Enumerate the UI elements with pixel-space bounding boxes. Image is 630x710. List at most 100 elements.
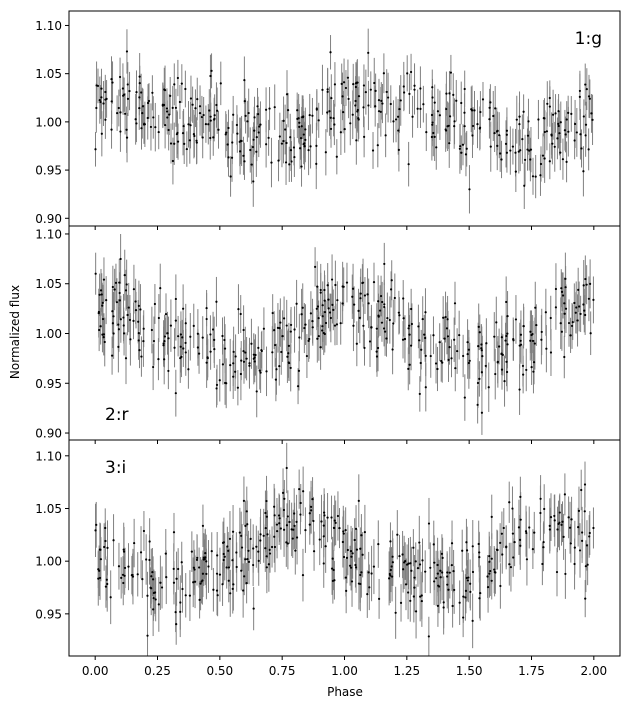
data-point — [134, 300, 137, 303]
data-point — [111, 310, 114, 313]
data-point — [398, 554, 401, 558]
data-point — [235, 123, 238, 127]
data-point — [229, 592, 232, 595]
data-point — [425, 131, 428, 134]
data-point — [446, 335, 450, 338]
data-point — [195, 139, 198, 142]
data-point — [414, 610, 418, 613]
data-point — [326, 90, 329, 93]
data-point — [563, 355, 566, 359]
data-point — [561, 520, 564, 523]
data-point — [245, 357, 248, 360]
data-point — [301, 306, 304, 309]
data-point — [496, 144, 499, 148]
data-point — [104, 526, 107, 530]
data-point — [280, 142, 284, 145]
data-point — [177, 335, 180, 338]
data-point — [374, 89, 377, 92]
data-point — [419, 595, 422, 598]
data-point — [139, 551, 143, 554]
data-point — [274, 378, 277, 381]
data-point — [458, 601, 461, 604]
data-point — [234, 355, 237, 358]
data-point — [357, 95, 361, 98]
data-point — [169, 142, 173, 145]
data-point — [271, 351, 274, 354]
data-point — [105, 299, 108, 302]
data-point — [354, 104, 357, 107]
data-point — [180, 82, 183, 85]
data-point — [192, 324, 195, 327]
data-point — [112, 539, 115, 542]
data-point — [184, 594, 187, 597]
data-point — [500, 532, 504, 535]
data-point — [246, 120, 249, 123]
data-point — [172, 581, 176, 584]
data-point — [570, 112, 573, 116]
data-point — [161, 104, 164, 107]
data-point — [469, 590, 472, 593]
data-point — [267, 563, 270, 566]
data-point — [100, 293, 103, 296]
data-point — [285, 93, 289, 96]
y-tick-label: 1.10 — [35, 19, 62, 33]
data-point — [100, 87, 103, 90]
data-point — [244, 558, 247, 561]
data-point — [509, 149, 512, 152]
data-point — [406, 72, 409, 75]
data-point — [179, 356, 182, 360]
data-point — [146, 101, 150, 105]
data-point — [517, 526, 521, 529]
data-point — [243, 79, 246, 82]
data-point — [401, 553, 404, 556]
data-point — [252, 563, 255, 567]
data-point — [279, 321, 282, 324]
data-point — [471, 124, 475, 128]
data-point — [535, 323, 538, 327]
data-point — [299, 513, 302, 516]
data-point — [411, 115, 414, 118]
data-point — [558, 132, 561, 135]
data-point — [349, 566, 353, 569]
data-point — [152, 339, 156, 343]
data-point — [227, 566, 231, 569]
data-point — [232, 113, 235, 116]
data-point — [240, 139, 243, 143]
data-point — [162, 342, 165, 345]
data-point — [446, 583, 449, 586]
x-tick-label: 0.75 — [269, 664, 296, 678]
data-point — [402, 317, 405, 320]
data-point — [473, 109, 476, 112]
data-point — [264, 108, 268, 111]
data-point — [290, 528, 293, 531]
data-point — [427, 635, 430, 638]
data-point — [464, 596, 467, 599]
data-point — [282, 508, 286, 512]
data-point — [209, 74, 212, 78]
data-point — [195, 558, 199, 561]
data-point — [282, 139, 285, 143]
data-point — [560, 290, 564, 293]
data-point — [231, 141, 234, 144]
data-point — [295, 302, 298, 305]
data-point — [188, 139, 191, 142]
data-point — [124, 289, 128, 292]
data-point — [476, 403, 479, 406]
data-point — [532, 361, 536, 364]
data-point — [98, 328, 101, 332]
data-point — [579, 312, 582, 316]
data-point — [335, 155, 338, 158]
data-point — [541, 154, 545, 157]
data-point — [429, 566, 432, 569]
data-point — [402, 297, 405, 300]
data-point — [375, 355, 379, 358]
data-point — [499, 152, 502, 155]
data-point — [359, 547, 362, 550]
y-tick-label: 0.95 — [35, 377, 62, 391]
data-point — [101, 317, 105, 321]
data-point — [253, 116, 256, 119]
data-point — [165, 110, 169, 113]
data-point — [486, 575, 489, 578]
data-point — [285, 324, 288, 327]
data-point — [213, 118, 216, 121]
